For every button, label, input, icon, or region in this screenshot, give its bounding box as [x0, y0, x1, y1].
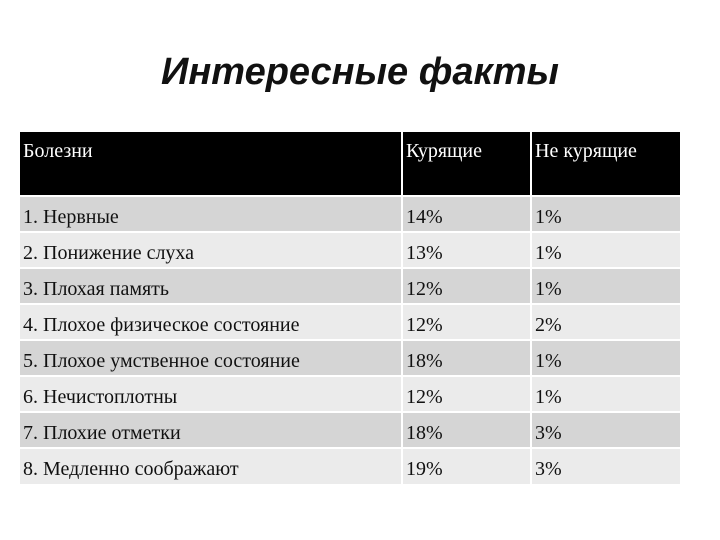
smokers-cell: 18%: [401, 339, 531, 376]
smokers-cell: 12%: [401, 267, 531, 304]
smokers-cell: 13%: [401, 231, 531, 268]
disease-cell: 8. Медленно соображают: [20, 447, 402, 484]
table-row: 8. Медленно соображают 19% 3%: [20, 447, 680, 484]
header-non-smokers: Не курящие: [530, 132, 680, 196]
table-row: 1. Нервные 14% 1%: [20, 195, 680, 232]
slide-title: Интересные факты: [161, 51, 559, 93]
non-smokers-cell: 3%: [530, 447, 680, 484]
table-row: 4. Плохое физическое состояние 12% 2%: [20, 303, 680, 340]
disease-cell: 7. Плохие отметки: [20, 411, 402, 448]
disease-cell: 5. Плохое умственное состояние: [20, 339, 402, 376]
header-diseases: Болезни: [20, 132, 402, 196]
non-smokers-cell: 3%: [530, 411, 680, 448]
disease-cell: 6. Нечистоплотны: [20, 375, 402, 412]
smokers-cell: 19%: [401, 447, 531, 484]
non-smokers-cell: 2%: [530, 303, 680, 340]
table-header-row: Болезни Курящие Не курящие: [20, 132, 680, 196]
non-smokers-cell: 1%: [530, 231, 680, 268]
facts-table: Болезни Курящие Не курящие 1. Нервные 14…: [20, 132, 680, 484]
smokers-cell: 12%: [401, 375, 531, 412]
table-row: 3. Плохая память 12% 1%: [20, 267, 680, 304]
table-row: 2. Понижение слуха 13% 1%: [20, 231, 680, 268]
table-row: 6. Нечистоплотны 12% 1%: [20, 375, 680, 412]
disease-cell: 1. Нервные: [20, 195, 402, 232]
disease-cell: 4. Плохое физическое состояние: [20, 303, 402, 340]
non-smokers-cell: 1%: [530, 267, 680, 304]
non-smokers-cell: 1%: [530, 339, 680, 376]
smokers-cell: 12%: [401, 303, 531, 340]
table-row: 7. Плохие отметки 18% 3%: [20, 411, 680, 448]
table-row: 5. Плохое умственное состояние 18% 1%: [20, 339, 680, 376]
header-smokers: Курящие: [401, 132, 531, 196]
disease-cell: 2. Понижение слуха: [20, 231, 402, 268]
non-smokers-cell: 1%: [530, 375, 680, 412]
disease-cell: 3. Плохая память: [20, 267, 402, 304]
smokers-cell: 14%: [401, 195, 531, 232]
non-smokers-cell: 1%: [530, 195, 680, 232]
smokers-cell: 18%: [401, 411, 531, 448]
